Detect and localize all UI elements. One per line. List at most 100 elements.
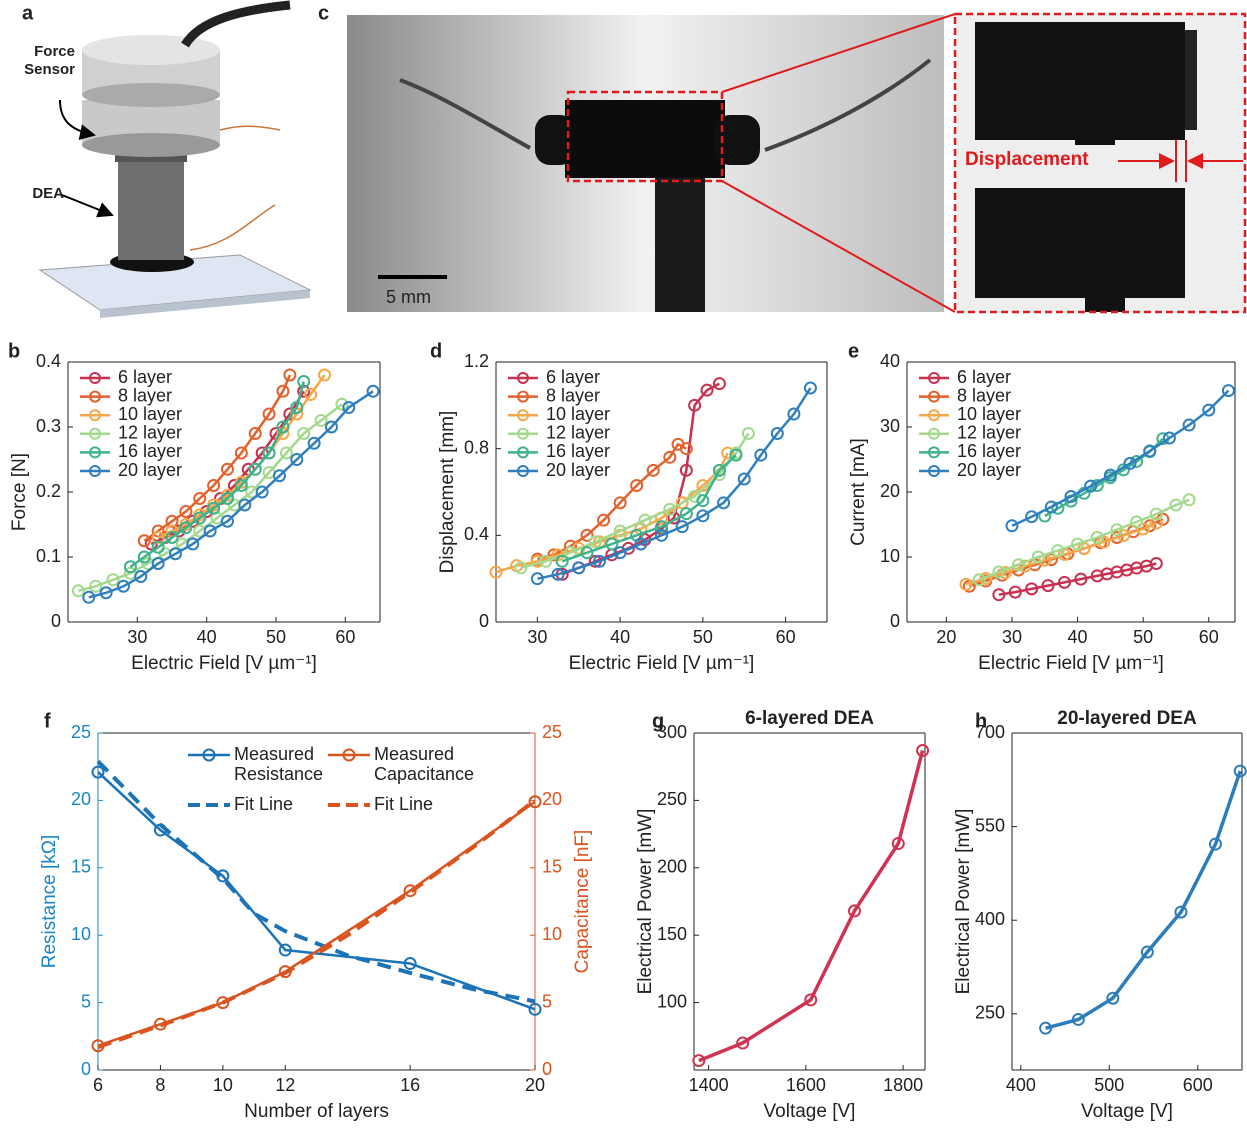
data-point — [151, 531, 165, 544]
panel-label: c — [318, 2, 329, 24]
legend-label: 16 layer — [546, 441, 610, 461]
data-point — [916, 744, 930, 758]
y2-tick-label: 20 — [542, 789, 562, 809]
x-tick-label: 12 — [275, 1075, 295, 1095]
x-tick-label: 8 — [155, 1075, 165, 1095]
data-point — [1103, 468, 1117, 482]
y2-tick-label: 5 — [542, 991, 552, 1011]
legend-label: 20 layer — [118, 460, 182, 480]
y-tick-label: 0 — [51, 611, 61, 631]
legend-marker — [89, 465, 101, 477]
data-point — [1174, 905, 1188, 919]
data-point — [721, 446, 735, 460]
chart-title: 20-layered DEA — [1057, 708, 1197, 729]
data-point — [514, 561, 528, 575]
data-point — [679, 442, 693, 456]
data-point — [366, 384, 380, 398]
data-point — [580, 528, 594, 542]
data-point — [71, 584, 85, 598]
data-point — [696, 494, 710, 508]
data-point — [186, 514, 200, 528]
data-point — [342, 401, 356, 414]
legend-marker — [928, 390, 940, 403]
y2-tick-label: 10 — [542, 924, 562, 944]
data-point — [712, 463, 726, 477]
y-tick-label: 550 — [975, 815, 1005, 835]
x-axis-label: Voltage [V] — [1081, 1101, 1173, 1122]
series-line — [978, 498, 1190, 581]
y2-tick-label: 15 — [542, 857, 562, 877]
data-point — [1025, 510, 1039, 524]
y-tick-label: 100 — [657, 991, 687, 1011]
data-point — [539, 554, 553, 568]
data-point — [572, 561, 586, 575]
data-point — [530, 572, 544, 586]
legend-label: Fit Line — [374, 794, 434, 814]
data-point — [234, 446, 248, 460]
x-tick-label: 50 — [1133, 627, 1153, 647]
annotation: Force — [34, 43, 75, 60]
x-tick-label: 40 — [197, 627, 217, 647]
series-line — [78, 403, 343, 593]
data-point — [1162, 431, 1176, 445]
x-axis-label: Voltage [V] — [764, 1101, 856, 1122]
data-point — [1149, 507, 1163, 521]
data-point — [91, 765, 105, 779]
y-tick-label: 150 — [657, 924, 687, 944]
data-point — [297, 375, 311, 388]
data-point — [1084, 479, 1098, 493]
y-tick-label: 20 — [71, 789, 91, 809]
series-line — [998, 562, 1157, 596]
x-tick-label: 60 — [335, 627, 355, 647]
legend-marker — [928, 409, 940, 422]
series-line — [97, 771, 536, 1011]
data-point — [1064, 490, 1078, 504]
data-point — [1136, 522, 1150, 536]
data-point — [1074, 572, 1088, 586]
y2-tick-label: 0 — [542, 1059, 552, 1079]
data-point — [528, 795, 542, 809]
data-point — [1051, 544, 1065, 557]
x-tick-label: 50 — [693, 627, 713, 647]
legend-label: 12 layer — [957, 423, 1021, 443]
y-tick-label: 0 — [81, 1059, 91, 1079]
x-tick-label: 20 — [525, 1075, 545, 1095]
legend-box: Fit Line — [374, 794, 434, 814]
data-point — [597, 513, 611, 527]
legend-marker — [89, 427, 101, 440]
y-tick-label: 0.4 — [36, 351, 61, 371]
data-point — [959, 577, 973, 591]
data-point — [770, 427, 784, 440]
x-tick-label: 1600 — [786, 1075, 826, 1095]
data-point — [489, 565, 503, 579]
data-point — [116, 579, 130, 593]
data-point — [238, 498, 252, 512]
legend-label: 20 layer — [957, 460, 1021, 480]
data-point — [137, 550, 151, 564]
data-point — [318, 368, 332, 382]
x-tick-label: 600 — [1183, 1075, 1213, 1095]
data-point — [1057, 575, 1071, 589]
series-line — [1011, 389, 1230, 527]
y-tick-label: 10 — [71, 924, 91, 944]
data-point — [1039, 1021, 1053, 1035]
data-point — [1071, 537, 1085, 551]
legend-label: 8 layer — [118, 385, 172, 405]
data-point — [134, 570, 148, 583]
data-point — [151, 557, 165, 570]
data-point — [255, 485, 269, 499]
data-point — [1123, 456, 1137, 470]
data-point — [528, 1002, 542, 1016]
data-point — [403, 884, 417, 898]
legend-marker — [89, 390, 101, 403]
data-point — [276, 420, 290, 434]
data-point — [1090, 531, 1104, 544]
data-point — [137, 534, 151, 548]
y-axis-label: Current [mA] — [848, 438, 869, 546]
legend-marker — [202, 748, 216, 762]
legend-marker — [928, 427, 940, 440]
y-tick-label: 0.2 — [36, 481, 61, 501]
chart-title: 6-layered DEA — [745, 708, 874, 729]
data-point — [787, 407, 801, 421]
x-tick-label: 30 — [527, 627, 547, 647]
